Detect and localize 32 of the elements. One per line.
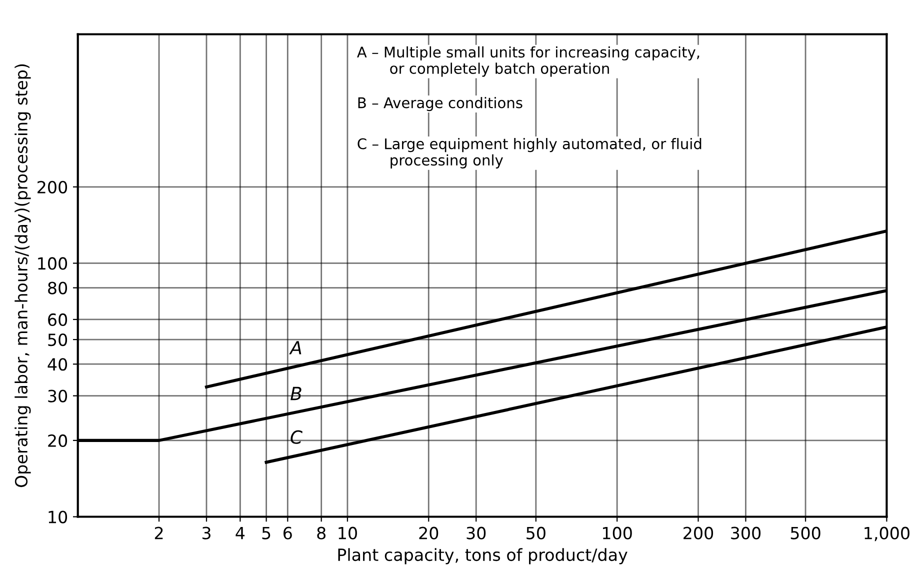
- y-axis-title: Operating labor, man-hours/(day)(processing step): [14, 64, 31, 488]
- x-tick-label: 10: [338, 526, 357, 540]
- y-tick-label: 60: [48, 313, 68, 326]
- x-tick-label: 300: [731, 526, 761, 540]
- y-tick-label: 20: [48, 434, 68, 448]
- x-tick-label: 8: [317, 526, 326, 540]
- x-tick-label: 50: [526, 526, 546, 540]
- x-tick-label: 3: [202, 526, 210, 540]
- x-tick-label: 20: [419, 526, 438, 540]
- y-tick-label: 100: [38, 257, 68, 270]
- x-tick-label: 1,000: [864, 526, 910, 542]
- series-label: C: [290, 430, 302, 444]
- annotation: B – Average conditions: [358, 96, 522, 112]
- x-axis-title: Plant capacity, tons of product/day: [338, 548, 628, 564]
- x-tick-label: 4: [236, 526, 245, 540]
- series-label: A: [289, 341, 302, 354]
- x-tick-label: 100: [603, 526, 632, 540]
- y-tick-label: 10: [48, 510, 68, 524]
- y-tick-label: 30: [48, 390, 68, 402]
- annotation: A – Multiple small units for increasing capacity, or completely batch operation: [357, 46, 700, 77]
- x-tick-label: 500: [790, 526, 820, 540]
- y-tick-label: 200: [38, 180, 68, 194]
- x-tick-label: 30: [466, 526, 486, 540]
- y-tick-label: 40: [48, 358, 68, 371]
- series-label: B: [290, 386, 302, 400]
- y-tick-label: 50: [48, 334, 68, 346]
- x-tick-label: 2: [154, 526, 163, 540]
- x-tick-label: 6: [284, 526, 292, 540]
- x-tick-label: 200: [684, 526, 714, 540]
- x-tick-label: 5: [262, 526, 270, 540]
- annotation: C – Large equipment highly automated, or fluid processing only: [358, 138, 702, 168]
- y-tick-label: 80: [48, 282, 68, 294]
